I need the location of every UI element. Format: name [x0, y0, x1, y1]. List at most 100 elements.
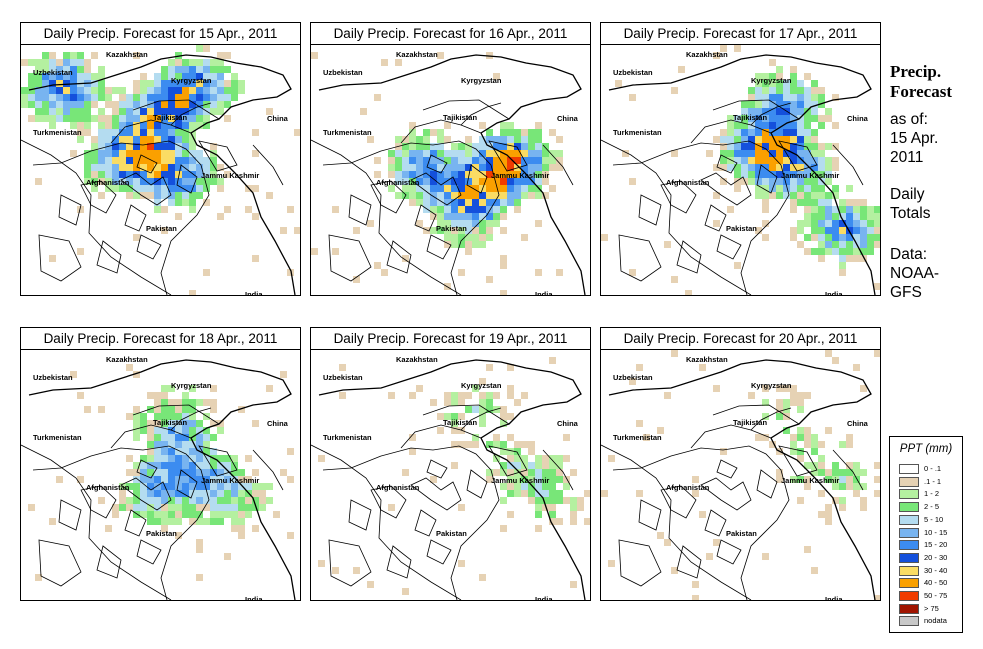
precip-cell: [804, 234, 811, 241]
precip-cell: [535, 143, 542, 150]
legend-item: > 75: [899, 603, 961, 614]
legend-label: 5 - 10: [924, 514, 944, 524]
precip-cell: [804, 476, 811, 483]
country-border: [318, 54, 586, 295]
precip-cell: [56, 94, 63, 101]
precip-cell: [360, 108, 367, 115]
precip-cell: [196, 469, 203, 476]
precip-cell: [846, 476, 853, 483]
precip-cell: [825, 427, 832, 434]
precip-cell: [217, 52, 224, 59]
precip-cell: [486, 206, 493, 213]
province-border: [422, 404, 510, 425]
precip-cell: [203, 399, 210, 406]
precip-cell: [196, 66, 203, 73]
precip-cell: [189, 108, 196, 115]
province-border: [400, 119, 482, 144]
precip-cell: [804, 122, 811, 129]
precip-cell: [332, 248, 339, 255]
precip-cell: [189, 206, 196, 213]
precip-cell: [56, 115, 63, 122]
precip-cell: [776, 129, 783, 136]
precip-cell: [437, 413, 444, 420]
precip-cell: [126, 115, 133, 122]
precip-cell: [161, 392, 168, 399]
precip-cell: [217, 504, 224, 511]
precip-cell: [556, 518, 563, 525]
precip-cell: [601, 490, 608, 497]
precip-cell: [472, 227, 479, 234]
precip-cell: [119, 101, 126, 108]
precip-cell: [409, 150, 416, 157]
precip-cell: [832, 164, 839, 171]
precip-cell: [839, 220, 846, 227]
precip-cell: [203, 269, 210, 276]
panel-title: Daily Precip. Forecast for 15 Apr., 2011: [21, 23, 300, 45]
precip-cell: [182, 73, 189, 80]
precip-cell: [818, 192, 825, 199]
precip-cell: [133, 483, 140, 490]
precip-map: Kazakhstan Uzbekistan Kyrgyzstan Tajikistan…: [311, 45, 590, 295]
precip-cell: [56, 87, 63, 94]
precip-cell: [140, 122, 147, 129]
precip-cell: [811, 143, 818, 150]
precip-cell: [147, 164, 154, 171]
precip-cell: [98, 66, 105, 73]
precip-cell: [287, 448, 294, 455]
precip-cell: [479, 150, 486, 157]
precip-cell: [63, 94, 70, 101]
precip-cell: [35, 73, 42, 80]
precip-cell: [692, 490, 699, 497]
precip-cell: [556, 469, 563, 476]
forecast-panel-3: Daily Precip. Forecast for 17 Apr., 2011…: [600, 22, 881, 296]
precip-cell: [748, 178, 755, 185]
precip-cell: [402, 178, 409, 185]
precip-cell: [584, 518, 590, 525]
precip-cell: [56, 108, 63, 115]
precip-cell: [783, 185, 790, 192]
precip-cell: [224, 504, 231, 511]
precip-cell: [769, 87, 776, 94]
precip-cell: [161, 385, 168, 392]
precip-cell: [105, 171, 112, 178]
precip-cell: [105, 101, 112, 108]
precip-cell: [776, 399, 783, 406]
precip-cell: [175, 192, 182, 199]
precip-cell: [846, 441, 853, 448]
precip-cell: [154, 427, 161, 434]
precip-cell: [762, 157, 769, 164]
precip-cell: [762, 94, 769, 101]
precip-cell: [147, 490, 154, 497]
precip-cell: [231, 511, 238, 518]
precip-cell: [133, 136, 140, 143]
precip-cell: [287, 476, 294, 483]
precip-cell: [332, 206, 339, 213]
province-border: [612, 140, 790, 295]
precip-cell: [252, 483, 259, 490]
precip-cell: [853, 476, 860, 483]
precip-cell: [182, 427, 189, 434]
precip-cell: [636, 364, 643, 371]
precip-cell: [217, 213, 224, 220]
precip-cell: [839, 213, 846, 220]
precip-cell: [423, 178, 430, 185]
precip-cell: [217, 420, 224, 427]
precip-cell: [874, 241, 880, 248]
precip-cell: [168, 108, 175, 115]
precip-cell: [860, 385, 867, 392]
precip-cell: [874, 283, 880, 290]
precip-cell: [748, 115, 755, 122]
precip-cell: [458, 192, 465, 199]
precip-cell: [804, 108, 811, 115]
precip-cell: [388, 150, 395, 157]
precip-cell: [671, 567, 678, 574]
precip-cell: [549, 469, 556, 476]
precip-cell: [112, 164, 119, 171]
precip-cell: [776, 178, 783, 185]
precip-cell: [720, 136, 727, 143]
precip-cell: [189, 385, 196, 392]
precip-cell: [528, 143, 535, 150]
precip-cell: [479, 213, 486, 220]
precip-cell: [147, 115, 154, 122]
precip-cell: [776, 469, 783, 476]
